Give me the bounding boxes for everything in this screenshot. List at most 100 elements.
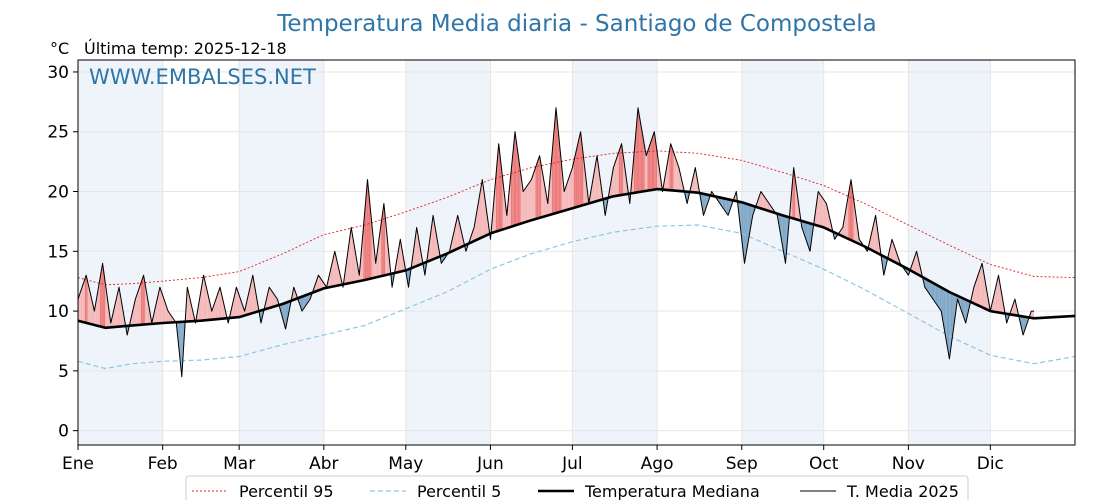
anomaly-fill-segment <box>614 159 617 197</box>
anomaly-fill-segment <box>535 163 537 220</box>
anomaly-fill-segment <box>938 285 940 310</box>
anomaly-fill-segment <box>474 219 476 241</box>
anomaly-fill-segment <box>646 151 648 191</box>
anomaly-fill-segment <box>931 282 933 300</box>
anomaly-fill-segment <box>764 197 767 211</box>
anomaly-fill-segment <box>513 131 516 226</box>
y-axis-ticks: 0 5 10 15 20 25 30 <box>47 63 78 442</box>
anomaly-fill-segment <box>575 149 577 208</box>
anomaly-fill-segment <box>143 275 145 325</box>
anomaly-fill-segment <box>976 275 979 306</box>
plot-frame <box>77 59 1076 446</box>
month-band-1 <box>239 60 324 445</box>
anomaly-fill-segment <box>591 179 593 203</box>
anomaly-fill-segment <box>471 231 473 243</box>
x-tick-label-Jul: Jul <box>561 454 583 474</box>
anomaly-fill-segment <box>986 287 988 310</box>
anomaly-fill-segment <box>928 280 931 296</box>
anomaly-fill-segment <box>114 299 117 327</box>
anomaly-fill-segment <box>618 147 621 196</box>
legend-label-p95: Percentil 95 <box>239 482 334 500</box>
anomaly-fill-segment <box>103 273 106 328</box>
anomaly-fill-segment <box>915 251 917 274</box>
anomaly-fill-segment <box>964 298 966 324</box>
series-line-p5 <box>77 224 1076 370</box>
y-tick-label-15: 15 <box>47 242 69 262</box>
anomaly-fill-segment <box>112 311 114 328</box>
anomaly-fill-segment <box>303 295 305 310</box>
anomaly-fill-segment <box>851 179 853 241</box>
anomaly-fill-segment <box>669 143 671 191</box>
anomaly-fill-segment <box>218 287 221 319</box>
anomaly-fill-segment <box>519 161 521 225</box>
anomaly-fill-segment <box>943 288 946 335</box>
anomaly-fill-segment <box>581 143 584 206</box>
anomaly-fill-segment <box>982 263 984 308</box>
anomaly-fill-segment <box>744 203 746 264</box>
anomaly-fill-segment <box>947 291 950 359</box>
anomaly-fill-segment <box>180 321 182 377</box>
anomaly-fill-segment <box>138 287 140 325</box>
anomaly-fill-segment <box>382 203 384 276</box>
anomaly-fill-segment <box>80 287 83 322</box>
anomaly-fill-segment <box>930 281 932 298</box>
anomaly-fill-segment <box>703 193 705 216</box>
anomaly-fill-segment <box>617 151 619 196</box>
anomaly-fill-segment <box>121 303 124 327</box>
anomaly-fill-segment <box>577 137 580 207</box>
anomaly-fill-segment <box>549 171 551 216</box>
month-bands <box>78 60 991 445</box>
anomaly-fill-segment <box>636 107 638 193</box>
anomaly-fill-segment <box>542 171 544 218</box>
anomaly-fill-segment <box>304 295 307 308</box>
anomaly-fill-segment <box>958 296 961 308</box>
anomaly-fill-segment <box>793 167 796 220</box>
anomaly-fill-segment <box>647 147 649 191</box>
anomaly-fill-segment <box>530 179 532 221</box>
anomaly-fill-segment <box>818 191 820 227</box>
anomaly-fill-segment <box>670 143 673 191</box>
anomaly-fill-segment <box>99 271 102 327</box>
anomaly-fill-segment <box>94 303 96 326</box>
anomaly-fill-segment <box>102 263 104 328</box>
anomaly-fill-segment <box>616 155 618 196</box>
anomaly-fill-segment <box>200 283 203 321</box>
anomaly-fill-segment <box>428 235 431 261</box>
anomaly-fill-segment <box>135 295 137 326</box>
anomaly-fill-segment <box>553 123 555 214</box>
anomaly-fill-segment <box>98 279 100 327</box>
anomaly-fill-segment <box>205 281 207 321</box>
anomaly-fill-segment <box>849 179 852 241</box>
anomaly-fill-segment <box>270 289 272 308</box>
anomaly-fill-segment <box>338 269 341 286</box>
anomaly-fill-segment <box>459 221 461 248</box>
anomaly-fill-segment <box>975 279 977 305</box>
anomaly-fill-segment <box>319 277 322 290</box>
anomaly-fill-segment <box>370 207 372 279</box>
anomaly-fill-segment <box>651 135 653 191</box>
anomaly-fill-segment <box>352 235 354 283</box>
anomaly-fill-segment <box>86 275 88 324</box>
anomaly-fill-segment <box>528 181 531 222</box>
unit-label: °C <box>50 39 69 58</box>
anomaly-fill-segment <box>140 279 143 325</box>
anomaly-fill-segment <box>248 287 251 315</box>
anomaly-fill-segment <box>808 223 811 252</box>
anomaly-fill-segment <box>1012 303 1014 315</box>
anomaly-fill-segment <box>214 299 216 320</box>
anomaly-fill-segment <box>973 283 976 305</box>
legend: Percentil 95 Percentil 5 Temperatura Media… <box>185 475 969 500</box>
anomaly-fill-segment <box>498 143 501 231</box>
anomaly-fill-segment <box>117 287 119 327</box>
anomaly-fill-segment <box>572 161 574 209</box>
anomaly-fill-segment <box>950 292 953 349</box>
anomaly-fill-segment <box>654 131 656 190</box>
anomaly-fill-segment <box>551 139 554 215</box>
legend-label-median: Temperatura Mediana <box>584 482 760 500</box>
anomaly-fill-segment <box>665 167 667 190</box>
anomaly-fill-segment <box>722 198 725 210</box>
anomaly-fill-segment <box>334 251 337 287</box>
anomaly-fill-segment <box>932 282 935 302</box>
anomaly-fill-segment <box>88 287 91 324</box>
